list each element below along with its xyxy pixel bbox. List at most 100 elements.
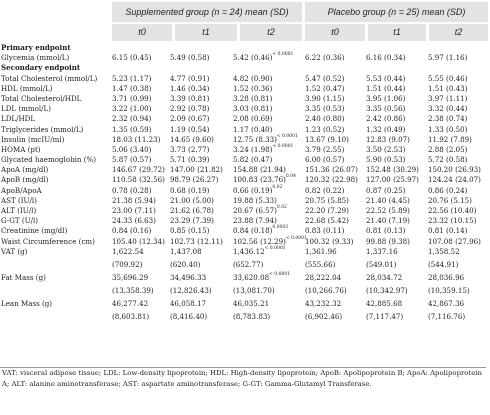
value-cell: 6.00 (0.57)	[305, 155, 345, 165]
row-label: ApoB/ApoA	[1, 185, 42, 195]
table-row: LDL (mmol/L) 3.22 (1.00) 2.92 (0.78) 3.03 (…	[0, 104, 486, 114]
table-row: ApoB (mg/dl) 110.58 (32.56) 98.79 (26.27) 1…	[0, 174, 486, 185]
p-value-superscript: < 0.0001	[269, 271, 291, 277]
section-label: Primary endpoint	[1, 43, 71, 52]
value-cell: 1,358.52 (544.91)	[428, 246, 460, 269]
value-cell: 1,622.54 (709.92)	[112, 246, 144, 269]
value-cell: 120.32 (22.98)	[305, 175, 358, 185]
value-cell: 21.40 (7.19)	[366, 216, 410, 226]
sd-value: (549.01)	[366, 259, 397, 269]
value-cell: 154.88 (21.94)	[233, 165, 286, 175]
value-cell: 147.00 (21.82)	[170, 165, 223, 175]
value-cell: 3.90 (1.15)	[305, 93, 345, 103]
value-cell: 11.92 (7.89)	[428, 134, 472, 144]
value-cell: 110.58 (32.56)	[112, 175, 165, 185]
p-value-superscript: < 0.0001	[264, 245, 286, 251]
value-cell: 100.83 (23.76) 0.04	[233, 174, 296, 185]
value-cell: 28,222.04 (10,266.76)	[305, 272, 347, 295]
sd-value: (652.77)	[233, 259, 264, 269]
value-cell: 2.92 (0.78)	[170, 104, 210, 114]
value-cell: 1.23 (0.52)	[305, 124, 345, 134]
row-label: Creatinine (mg/dl)	[1, 226, 68, 236]
value-cell: 14.65 (9.60)	[170, 134, 214, 144]
row-label: Fat Mass (g)	[1, 272, 46, 282]
value-cell: 3.95 (1.06)	[366, 93, 406, 103]
value-cell: 5.06 (3.40)	[112, 144, 152, 154]
value-cell: 151.36 (26.07)	[305, 165, 358, 175]
value-cell: 5.82 (0.47)	[233, 155, 273, 165]
value-cell: 20.76 (5.15)	[428, 195, 472, 205]
value-cell: 1,436.12 < 0.0001 (652.77)	[233, 245, 286, 269]
value-cell: 12.83 (9.07)	[366, 134, 410, 144]
value-cell: 6.15 (0.45)	[112, 53, 152, 63]
table-row: G-GT (U/l) 24.33 (6.63) 23.29 (7.39) 23.88 …	[0, 216, 486, 226]
value-cell: 2.42 (0.86)	[366, 114, 406, 124]
value-cell: 105.40 (12.34)	[112, 236, 165, 246]
value-cell: 5.49 (0.58)	[170, 53, 210, 63]
value-cell: 1,437.08 (620.40)	[170, 246, 202, 269]
row-label: Glycemia (mmol/L)	[1, 53, 70, 63]
table-row: Fat Mass (g) 35,696.29 (13,358.39) 34,496.3…	[0, 271, 486, 299]
value-cell: 0.66 (0.19) 0.02	[233, 184, 283, 195]
time-header-t1-supp: t1	[175, 24, 237, 41]
value-cell: 1.47 (0.38)	[112, 83, 152, 93]
value-cell: 46,058.17 (8,416.40)	[170, 298, 208, 321]
value-cell: 1.33 (0.50)	[428, 124, 468, 134]
p-value-superscript: 0.0003	[272, 225, 289, 231]
value-cell: 0.82 (0.22)	[305, 185, 345, 195]
sd-value: (10,266.76)	[305, 285, 347, 295]
value-cell: 42,885.68 (7,117.47)	[366, 298, 404, 321]
value-cell: 1.51 (0.44)	[366, 83, 406, 93]
p-value-superscript: < 0.0001	[272, 52, 294, 58]
row-label: Total Cholesterol/HDL	[1, 93, 82, 103]
group-header-placebo: Placebo group (n = 25) mean (SD)	[305, 2, 488, 22]
value-cell: 1.52 (0.36)	[233, 83, 273, 93]
table-row: Glycated haemoglobin (%) 5.87 (0.57) 5.71 …	[0, 155, 486, 165]
sd-value: (544.91)	[428, 259, 459, 269]
value-cell: 1.32 (0.49)	[366, 124, 406, 134]
sd-value: (709.92)	[112, 259, 143, 269]
row-label: LDL (mmol/L)	[1, 104, 51, 114]
row-label: Triglycerides (mmol/L)	[1, 124, 84, 134]
value-cell: 0.81 (0.13)	[366, 226, 406, 236]
value-cell: 1.52 (0.47)	[305, 83, 345, 93]
value-cell: 146.67 (29.72)	[112, 165, 165, 175]
value-cell: 3.50 (2.53)	[366, 144, 406, 154]
sd-value: (8,603.81)	[112, 311, 150, 321]
row-label: ApoB (mg/dl)	[1, 175, 49, 185]
table-row: AST (IU/l) 21.38 (5.94) 21.00 (5.00) 19.88 …	[0, 196, 486, 206]
value-cell: 1,337.16 (549.01)	[366, 246, 398, 269]
value-cell: 23.88 (7.94)	[233, 216, 277, 226]
time-header-t2-supp: t2	[240, 24, 302, 41]
row-label: Total Cholesterol (mmol/L)	[1, 73, 98, 83]
value-cell: 34,496.33 (12,826.43)	[170, 272, 212, 295]
value-cell: 2.08 (0.69)	[233, 114, 273, 124]
table-row: LDL/HDL 2.32 (0.94) 2.09 (0.67) 2.08 (0.69)…	[0, 114, 486, 124]
value-cell: 3.24 (1.98) < 0.0001	[233, 143, 294, 154]
row-label: ApoA (mg/dl)	[1, 165, 49, 175]
value-cell: 2.88 (2.05)	[428, 144, 468, 154]
time-header-t0-supp: t0	[112, 24, 172, 41]
table-row: Total Cholesterol/HDL 3.71 (0.99) 3.39 (0.…	[0, 94, 486, 104]
row-label: Waist Circumference (cm)	[1, 236, 95, 246]
value-cell: 0.84 (0.18) 0.0003	[233, 225, 289, 236]
sd-value: (12,826.43)	[170, 285, 212, 295]
value-cell: 23.29 (7.39)	[170, 216, 214, 226]
row-label: Lean Mass (g)	[1, 298, 53, 308]
table-row: Triglycerides (mmol/L) 1.35 (0.59) 1.19 (0…	[0, 125, 486, 135]
table-row: VAT (g) 1,622.54 (709.92) 1,437.08 (620.40) 1…	[0, 245, 486, 273]
row-label: HDL (mmol/L)	[1, 83, 53, 93]
group-header-supplemented: Supplemented group (n = 24) mean (SD)	[112, 2, 302, 22]
sd-value: (555.66)	[305, 259, 336, 269]
table-row: HDL (mmol/L) 1.47 (0.38) 1.46 (0.34) 1.52 (…	[0, 84, 486, 94]
value-cell: 2.40 (0.80)	[305, 114, 345, 124]
value-cell: 20.67 (6.57) 0.02	[233, 205, 287, 215]
value-cell: 21.00 (5.00)	[170, 195, 214, 205]
value-cell: 2.38 (0.74)	[428, 114, 468, 124]
table-header: Supplemented group (n = 24) mean (SD) Pl…	[2, 2, 488, 41]
value-cell: 3.79 (2.55)	[305, 144, 345, 154]
value-cell: 23.00 (7.11)	[112, 206, 156, 215]
footnote: VAT: visceral adipose tissue; LDL: Low-d…	[2, 369, 482, 388]
row-label: Insulin (mcIU/ml)	[1, 134, 65, 144]
sd-value: (7,117.47)	[366, 311, 404, 321]
